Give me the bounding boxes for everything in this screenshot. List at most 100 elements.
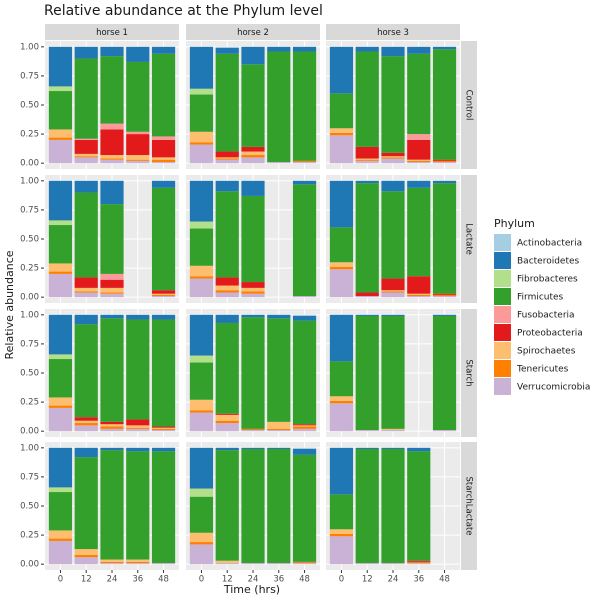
- bar-segment: [74, 420, 98, 424]
- bar-segment: [267, 421, 291, 429]
- legend-key: [494, 252, 511, 269]
- bar-segment: [329, 266, 354, 270]
- bar-segment: [48, 273, 73, 298]
- bar-segment: [151, 157, 176, 160]
- bar-segment: [241, 146, 265, 152]
- bar-segment: [329, 46, 354, 94]
- bar-segment: [432, 49, 457, 160]
- bar-segment: [189, 144, 214, 164]
- bar-segment: [189, 228, 214, 266]
- bar-segment: [267, 51, 291, 163]
- bar-segment: [74, 139, 98, 154]
- bar-segment: [74, 457, 98, 550]
- bar-segment: [241, 151, 265, 156]
- bar-segment: [215, 450, 239, 561]
- row-strip-label: Starch: [464, 359, 474, 386]
- bar-segment: [381, 563, 405, 565]
- bar-segment: [292, 426, 317, 429]
- bar-segment: [355, 158, 379, 160]
- bar-segment: [381, 191, 405, 279]
- strip-background: [461, 309, 477, 437]
- bar-segment: [432, 294, 457, 297]
- bar-segment: [241, 317, 265, 429]
- bar-segment: [381, 314, 405, 316]
- y-tick-label: 0.50: [20, 502, 39, 512]
- bar-segment: [215, 157, 239, 159]
- bar-segment: [74, 192, 98, 278]
- bar-segment: [329, 536, 354, 565]
- bar-segment: [151, 451, 176, 564]
- bar-segment: [432, 430, 457, 432]
- bar-segment: [48, 225, 73, 264]
- bar-segment: [151, 180, 176, 188]
- bar-segment: [267, 314, 291, 319]
- bar-segment: [74, 425, 98, 432]
- bar-segment: [215, 180, 239, 192]
- bar-segment: [48, 91, 73, 130]
- bar-segment: [100, 129, 124, 156]
- bar-segment: [292, 160, 317, 163]
- bar-segment: [189, 276, 214, 279]
- bar-segment: [74, 46, 98, 59]
- bar-segment: [74, 153, 98, 157]
- legend-label: Fibrobacteres: [517, 275, 578, 285]
- bar-segment: [151, 46, 176, 54]
- bar-segment: [267, 318, 291, 422]
- bar-segment: [381, 56, 405, 153]
- bar-segment: [100, 318, 124, 422]
- bar-segment: [189, 314, 214, 356]
- bar-segment: [189, 496, 214, 533]
- bar-segment: [151, 319, 176, 427]
- y-tick-label: 1.00: [20, 443, 39, 453]
- bar-segment: [151, 563, 176, 565]
- bar-segment: [267, 563, 291, 565]
- bar-segment: [241, 563, 265, 565]
- bar-segment: [74, 447, 98, 458]
- bar-segment: [407, 46, 431, 54]
- bar-segment: [329, 361, 354, 397]
- bar-segment: [355, 183, 379, 293]
- bar-segment: [48, 180, 73, 221]
- bar-segment: [100, 428, 124, 432]
- bar-segment: [100, 46, 124, 57]
- bar-segment: [267, 447, 291, 449]
- x-tick-label: 0: [199, 575, 204, 585]
- bar-segment: [292, 320, 317, 425]
- bar-segment: [126, 425, 150, 428]
- bar-segment: [48, 129, 73, 138]
- bar-segment: [100, 421, 124, 425]
- x-tick-label: 12: [81, 575, 92, 585]
- bar-segment: [407, 187, 431, 277]
- bar-segment: [381, 46, 405, 57]
- bar-segment: [329, 396, 354, 401]
- bar-segment: [189, 221, 214, 229]
- x-tick-label: 36: [413, 575, 424, 585]
- bar-segment: [381, 180, 405, 192]
- bar-segment: [329, 314, 354, 362]
- bar-segment: [241, 46, 265, 65]
- bar-segment: [48, 271, 73, 274]
- bar-segment: [215, 563, 239, 565]
- bar-segment: [329, 132, 354, 136]
- bar-segment: [329, 447, 354, 495]
- bar-segment: [126, 447, 150, 452]
- bar-segment: [292, 296, 317, 298]
- bar-segment: [215, 423, 239, 432]
- bar-segment: [189, 544, 214, 565]
- bar-segment: [292, 314, 317, 316]
- bar-segment: [215, 322, 239, 414]
- bar-segment: [74, 549, 98, 555]
- x-tick-label: 12: [222, 575, 233, 585]
- bar-segment: [126, 61, 150, 132]
- bar-segment: [329, 135, 354, 164]
- bar-segment: [292, 162, 317, 164]
- bar-segment: [74, 314, 98, 325]
- bar-segment: [126, 427, 150, 429]
- bar-segment: [241, 293, 265, 298]
- x-tick-label: 0: [339, 575, 344, 585]
- x-axis-title: Time (hrs): [223, 583, 280, 596]
- bar-segment: [48, 263, 73, 272]
- bar-segment: [355, 159, 379, 161]
- bar-segment: [241, 448, 265, 564]
- bar-segment: [48, 314, 73, 355]
